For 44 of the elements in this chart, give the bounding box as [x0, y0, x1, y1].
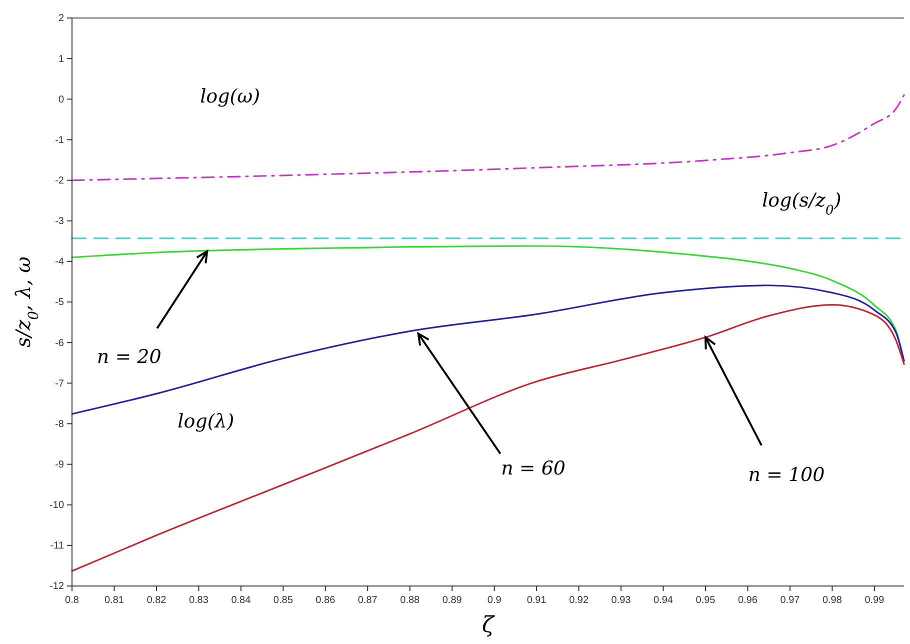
x-tick-label: 0.84 — [231, 595, 252, 606]
y-tick-label: -11 — [50, 540, 64, 552]
x-tick-label: 0.86 — [316, 595, 336, 606]
y-tick-label: 0 — [58, 94, 64, 106]
y-tick-label: -6 — [55, 338, 64, 349]
y-tick-label: -8 — [55, 418, 64, 430]
y-tick-label: -4 — [55, 256, 64, 268]
x-tick-label: 0.88 — [400, 595, 420, 606]
x-tick-label: 0.85 — [273, 595, 294, 606]
annotation: n = 20 — [96, 346, 162, 368]
x-tick-label: 0.81 — [104, 595, 124, 606]
x-tick-label: 0.93 — [611, 595, 632, 606]
x-tick-label: 0.99 — [864, 595, 885, 606]
x-tick-label: 0.92 — [569, 595, 589, 606]
x-tick-label: 0.94 — [654, 595, 674, 606]
y-tick-label: -5 — [55, 297, 64, 308]
x-axis-title: ζ — [482, 613, 496, 638]
line-series — [71, 284, 905, 415]
x-tick-label: 0.83 — [188, 595, 209, 606]
y-tick-label: -7 — [55, 378, 64, 390]
x-tick-label: 0.95 — [696, 595, 716, 606]
y-tick-label: -1 — [55, 134, 64, 146]
y-tick-label: -9 — [55, 459, 64, 470]
y-tick-label: 2 — [58, 13, 64, 24]
y-tick-label: -3 — [55, 216, 64, 228]
x-tick-label: 0.97 — [780, 595, 800, 606]
annotation: log(ω) — [200, 85, 260, 108]
x-tick-label: 0.98 — [822, 595, 842, 606]
annotation: log(s/z$_{0}$) — [762, 189, 842, 218]
x-tick-label: 0.96 — [738, 595, 758, 606]
y-tick-label: -10 — [50, 500, 64, 512]
annotation: n = 60 — [501, 457, 566, 480]
x-tick-label: 0.87 — [358, 595, 378, 606]
annotation: n = 100 — [748, 464, 825, 486]
y-tick-label: -12 — [50, 581, 64, 592]
annotation: log(λ) — [178, 410, 234, 432]
x-tick-label: 0.89 — [442, 595, 462, 606]
line-series — [71, 304, 905, 572]
x-tick-label: 0.82 — [146, 595, 167, 606]
y-tick-label: -2 — [55, 175, 64, 186]
y-tick-label: 1 — [58, 54, 64, 65]
x-tick-label: 0.9 — [487, 595, 502, 606]
x-tick-label: 0.8 — [65, 595, 80, 606]
x-tick-label: 0.91 — [526, 595, 547, 606]
